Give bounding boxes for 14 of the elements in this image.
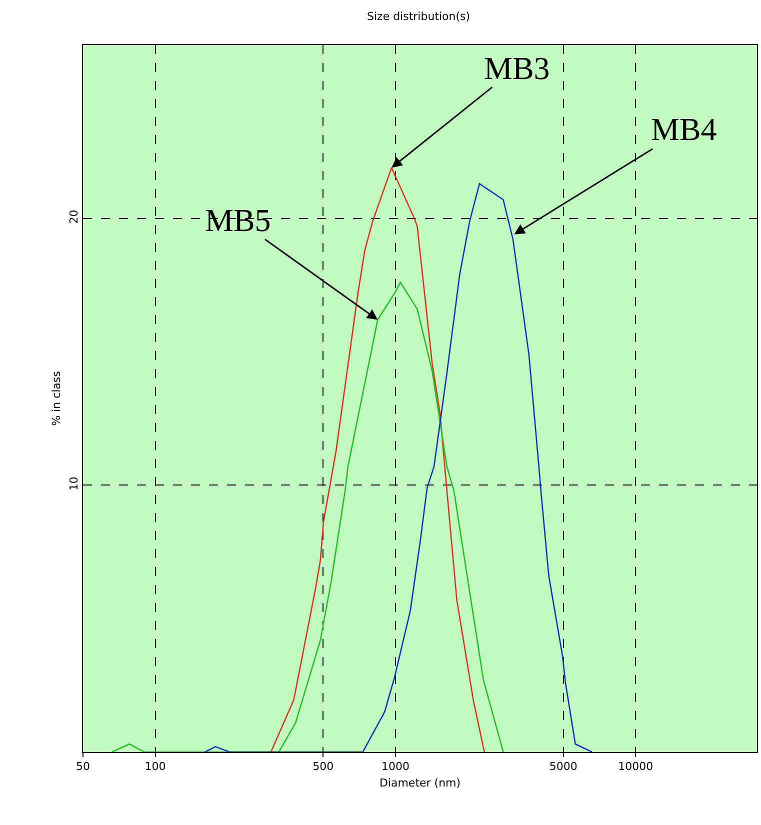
x-tick-label: 10000 [618, 760, 654, 774]
chart-title: Size distribution(s) [367, 10, 470, 24]
x-tick-label: 500 [312, 760, 334, 774]
y-tick-label: 10 [68, 476, 81, 491]
x-tick-label: 100 [144, 760, 166, 774]
x-axis-title: Diameter (nm) [379, 776, 461, 790]
y-axis-title: % in class [50, 370, 64, 426]
y-tick-label: 20 [68, 210, 81, 224]
x-tick-label: 1000 [381, 760, 410, 774]
x-tick-label: 5000 [549, 760, 578, 774]
x-tick-label: 50 [76, 760, 90, 774]
annotation: MB3 [484, 50, 550, 86]
annotation: MB5 [205, 202, 271, 238]
annotation: MB4 [651, 111, 717, 147]
